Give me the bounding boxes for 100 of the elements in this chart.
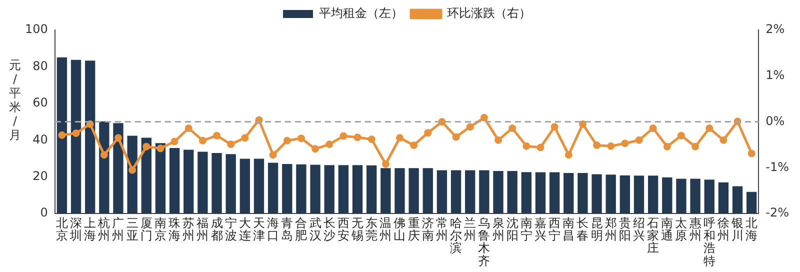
x-tick-label: 西宁 [548,216,561,243]
bar [690,178,700,214]
point [410,141,418,149]
bar [240,158,250,214]
x-tick-label: 沈阳 [506,216,518,243]
point [550,123,558,131]
point [213,132,221,140]
x-tick-label: 太原 [675,216,688,243]
x-tick-label: 大连 [238,216,251,243]
bar [169,148,180,214]
bar [268,162,278,214]
point [241,134,249,142]
bar [634,176,644,214]
x-tick-label: 重庆 [408,216,420,243]
point [326,140,334,148]
y2-tick-label: -2% [766,206,790,220]
x-tick-label: 常州 [436,216,448,243]
point [508,124,516,132]
bar [254,158,264,214]
point [368,135,376,143]
y-tick-label: 80 [32,58,48,73]
point [184,124,192,132]
x-tick-label: 银川 [730,216,744,243]
legend-label: 环比涨跌（右） [447,6,531,20]
bar [578,173,588,214]
bar [606,174,616,214]
bar [620,175,630,214]
x-tick-label: 佛山 [394,216,406,243]
legend-label: 平均租金（左） [319,6,403,20]
x-tick-label: 南昌 [562,216,575,243]
bar [592,174,602,214]
x-tick-label: 南京 [154,216,166,243]
bar [282,164,292,214]
bar [718,182,729,214]
y-axis-title: 元/平米/月 [8,58,22,142]
x-tick-label: 东莞 [366,216,378,243]
point [396,134,404,142]
y-tick-label: 40 [32,132,48,146]
point [564,151,572,159]
bar [493,171,504,214]
bar [127,136,138,214]
point [452,133,460,141]
point [354,134,362,142]
point [227,140,235,148]
x-tick-label: 济南 [422,216,434,243]
point [748,150,756,158]
point [692,142,700,150]
point [480,114,488,122]
bar [394,168,405,214]
point [578,120,586,128]
point [720,136,728,144]
x-tick-label: 无锡 [350,216,364,243]
y2-tick-label: 2% [766,22,785,36]
x-tick-label: 北海 [746,216,758,243]
bar [408,168,419,214]
point [706,124,714,132]
x-tick-label: 西安 [337,216,350,243]
point [72,130,80,138]
x-tick-label: 乌鲁木齐 [478,216,490,268]
x-tick-label: 厦门 [140,216,152,243]
point [297,134,305,142]
x-tick-label: 郑州 [604,216,617,243]
x-tick-label: 上海 [84,216,96,243]
x-tick-label: 福州 [196,216,209,243]
bar [296,164,306,214]
bar [352,165,363,214]
x-tick-label: 温州 [380,216,392,243]
point [649,124,657,132]
point [198,136,206,144]
bar [70,60,82,214]
x-tick-label: 苏州 [182,216,195,243]
point [283,136,291,144]
point [269,151,277,159]
bar [450,170,462,214]
x-tick-label: 长春 [576,216,589,243]
bar [465,170,476,214]
bar [212,153,222,214]
bar [507,171,518,214]
x-tick-label: 三亚 [126,216,138,243]
x-tick-label: 贵阳 [618,216,631,243]
point [536,144,544,152]
x-tick-label: 南通 [661,216,674,243]
x-tick-label: 珠海 [168,216,181,243]
point [677,132,685,140]
x-tick-label: 惠州 [688,216,702,243]
bar [155,143,166,214]
y-tick-label: 0 [40,206,48,220]
point [170,138,178,146]
bar [338,165,349,214]
point [340,132,348,140]
bar [521,172,532,214]
bar [99,121,110,214]
bar [56,57,68,214]
point [522,142,530,150]
point [114,134,122,142]
point [424,129,432,137]
point [156,144,164,152]
point [128,166,136,174]
point [663,142,671,150]
point [621,140,629,148]
